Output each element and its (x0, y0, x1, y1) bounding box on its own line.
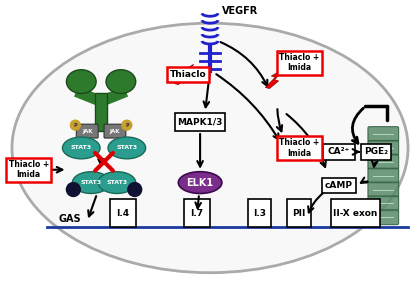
Polygon shape (174, 64, 194, 85)
Text: P: P (74, 123, 77, 128)
Ellipse shape (12, 23, 408, 273)
FancyBboxPatch shape (110, 200, 136, 227)
Ellipse shape (106, 70, 136, 93)
FancyBboxPatch shape (281, 144, 313, 160)
Text: Thiaclo: Thiaclo (170, 70, 207, 79)
Text: ELK1: ELK1 (186, 178, 214, 188)
Ellipse shape (72, 172, 110, 194)
Text: P: P (125, 123, 129, 128)
FancyBboxPatch shape (323, 144, 354, 160)
Circle shape (122, 120, 132, 130)
Ellipse shape (66, 70, 96, 93)
Text: JAK: JAK (82, 128, 92, 134)
FancyBboxPatch shape (287, 200, 311, 227)
FancyBboxPatch shape (368, 168, 399, 183)
Text: I.4: I.4 (116, 209, 129, 218)
FancyBboxPatch shape (184, 200, 210, 227)
FancyBboxPatch shape (368, 154, 399, 169)
Text: Thiaclo +
Imida: Thiaclo + Imida (279, 53, 319, 72)
FancyBboxPatch shape (368, 196, 399, 211)
FancyBboxPatch shape (322, 178, 356, 194)
Circle shape (71, 120, 80, 130)
Circle shape (128, 183, 142, 196)
Text: PII: PII (292, 209, 306, 218)
FancyBboxPatch shape (362, 144, 391, 160)
Text: I.3: I.3 (253, 209, 266, 218)
Text: Thiaclo +
Imida: Thiaclo + Imida (9, 160, 49, 179)
Text: STAT3: STAT3 (116, 145, 137, 151)
FancyBboxPatch shape (175, 113, 225, 131)
Text: Thiaclo +
Imida: Thiaclo + Imida (279, 138, 319, 158)
Circle shape (66, 183, 80, 196)
FancyBboxPatch shape (331, 200, 381, 227)
FancyBboxPatch shape (368, 127, 399, 142)
Text: PGE₂: PGE₂ (364, 147, 388, 156)
Text: CA²⁺: CA²⁺ (328, 147, 350, 156)
FancyBboxPatch shape (95, 93, 107, 131)
Text: II-X exon: II-X exon (333, 209, 378, 218)
FancyBboxPatch shape (368, 182, 399, 197)
Ellipse shape (63, 137, 100, 159)
FancyBboxPatch shape (248, 200, 271, 227)
Text: MAPK1/3: MAPK1/3 (177, 118, 223, 127)
Polygon shape (265, 68, 285, 89)
Text: STAT3: STAT3 (81, 180, 102, 185)
Text: VEGFR: VEGFR (222, 6, 258, 16)
Ellipse shape (98, 172, 136, 194)
FancyBboxPatch shape (368, 210, 399, 225)
Text: cAMP: cAMP (325, 181, 353, 190)
Text: STAT3: STAT3 (71, 145, 92, 151)
FancyBboxPatch shape (104, 124, 126, 138)
Text: STAT3: STAT3 (106, 180, 128, 185)
Text: JAK: JAK (110, 128, 120, 134)
Text: GAS: GAS (58, 214, 81, 224)
FancyBboxPatch shape (76, 124, 98, 138)
Polygon shape (283, 138, 303, 158)
Ellipse shape (108, 137, 146, 159)
FancyBboxPatch shape (368, 141, 399, 155)
Ellipse shape (178, 172, 222, 194)
Text: I.7: I.7 (191, 209, 204, 218)
Text: PLC: PLC (288, 147, 307, 156)
